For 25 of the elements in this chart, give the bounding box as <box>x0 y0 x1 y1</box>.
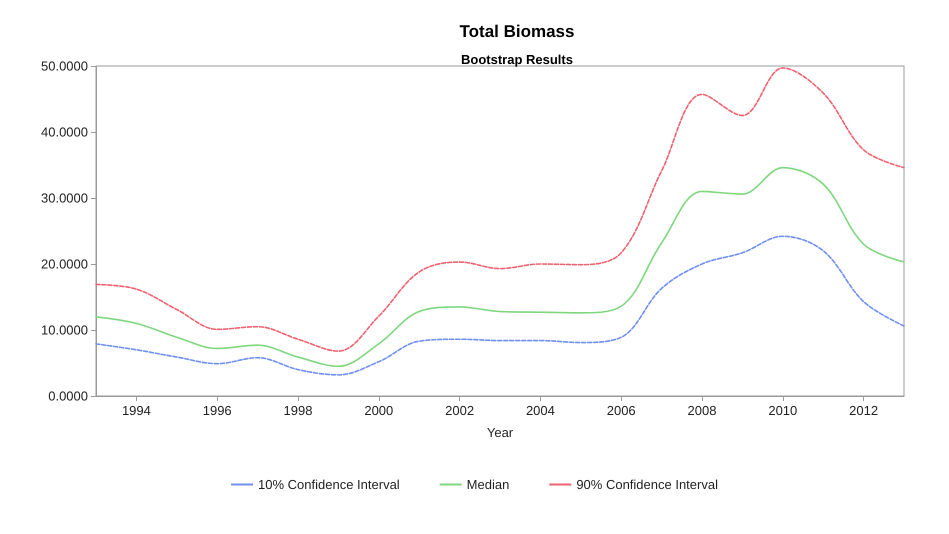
chart-title: Total Biomass <box>460 22 574 41</box>
x-tick-label: 2012 <box>849 403 878 418</box>
y-tick-label: 40.0000 <box>41 124 88 140</box>
x-tick-label: 2004 <box>526 403 555 418</box>
x-tick-label: 2000 <box>364 403 394 418</box>
y-tick-label: 50.0000 <box>41 58 88 74</box>
legend-label: 90% Confidence Interval <box>576 477 718 492</box>
y-tick-label: 30.0000 <box>41 190 88 206</box>
x-tick-label: 2010 <box>768 403 798 418</box>
x-tick-label: 1996 <box>202 403 232 418</box>
legend-label: 10% Confidence Interval <box>258 477 400 492</box>
y-tick-label: 20.0000 <box>41 256 88 272</box>
legend-label: Median <box>466 477 510 492</box>
x-tick-label: 1998 <box>284 403 312 418</box>
y-tick-label: 10.0000 <box>41 322 88 338</box>
y-tick-label: 0.0000 <box>48 388 88 404</box>
x-tick-label: 2002 <box>445 403 474 418</box>
chart-subtitle: Bootstrap Results <box>461 52 573 67</box>
x-tick-label: 2008 <box>688 403 716 418</box>
x-tick-label: 1994 <box>122 403 151 418</box>
line-series <box>95 67 905 352</box>
x-axis-title: Year <box>486 425 514 440</box>
line-series <box>95 166 905 368</box>
line-series <box>95 235 905 376</box>
x-tick-label: 2006 <box>606 403 636 418</box>
